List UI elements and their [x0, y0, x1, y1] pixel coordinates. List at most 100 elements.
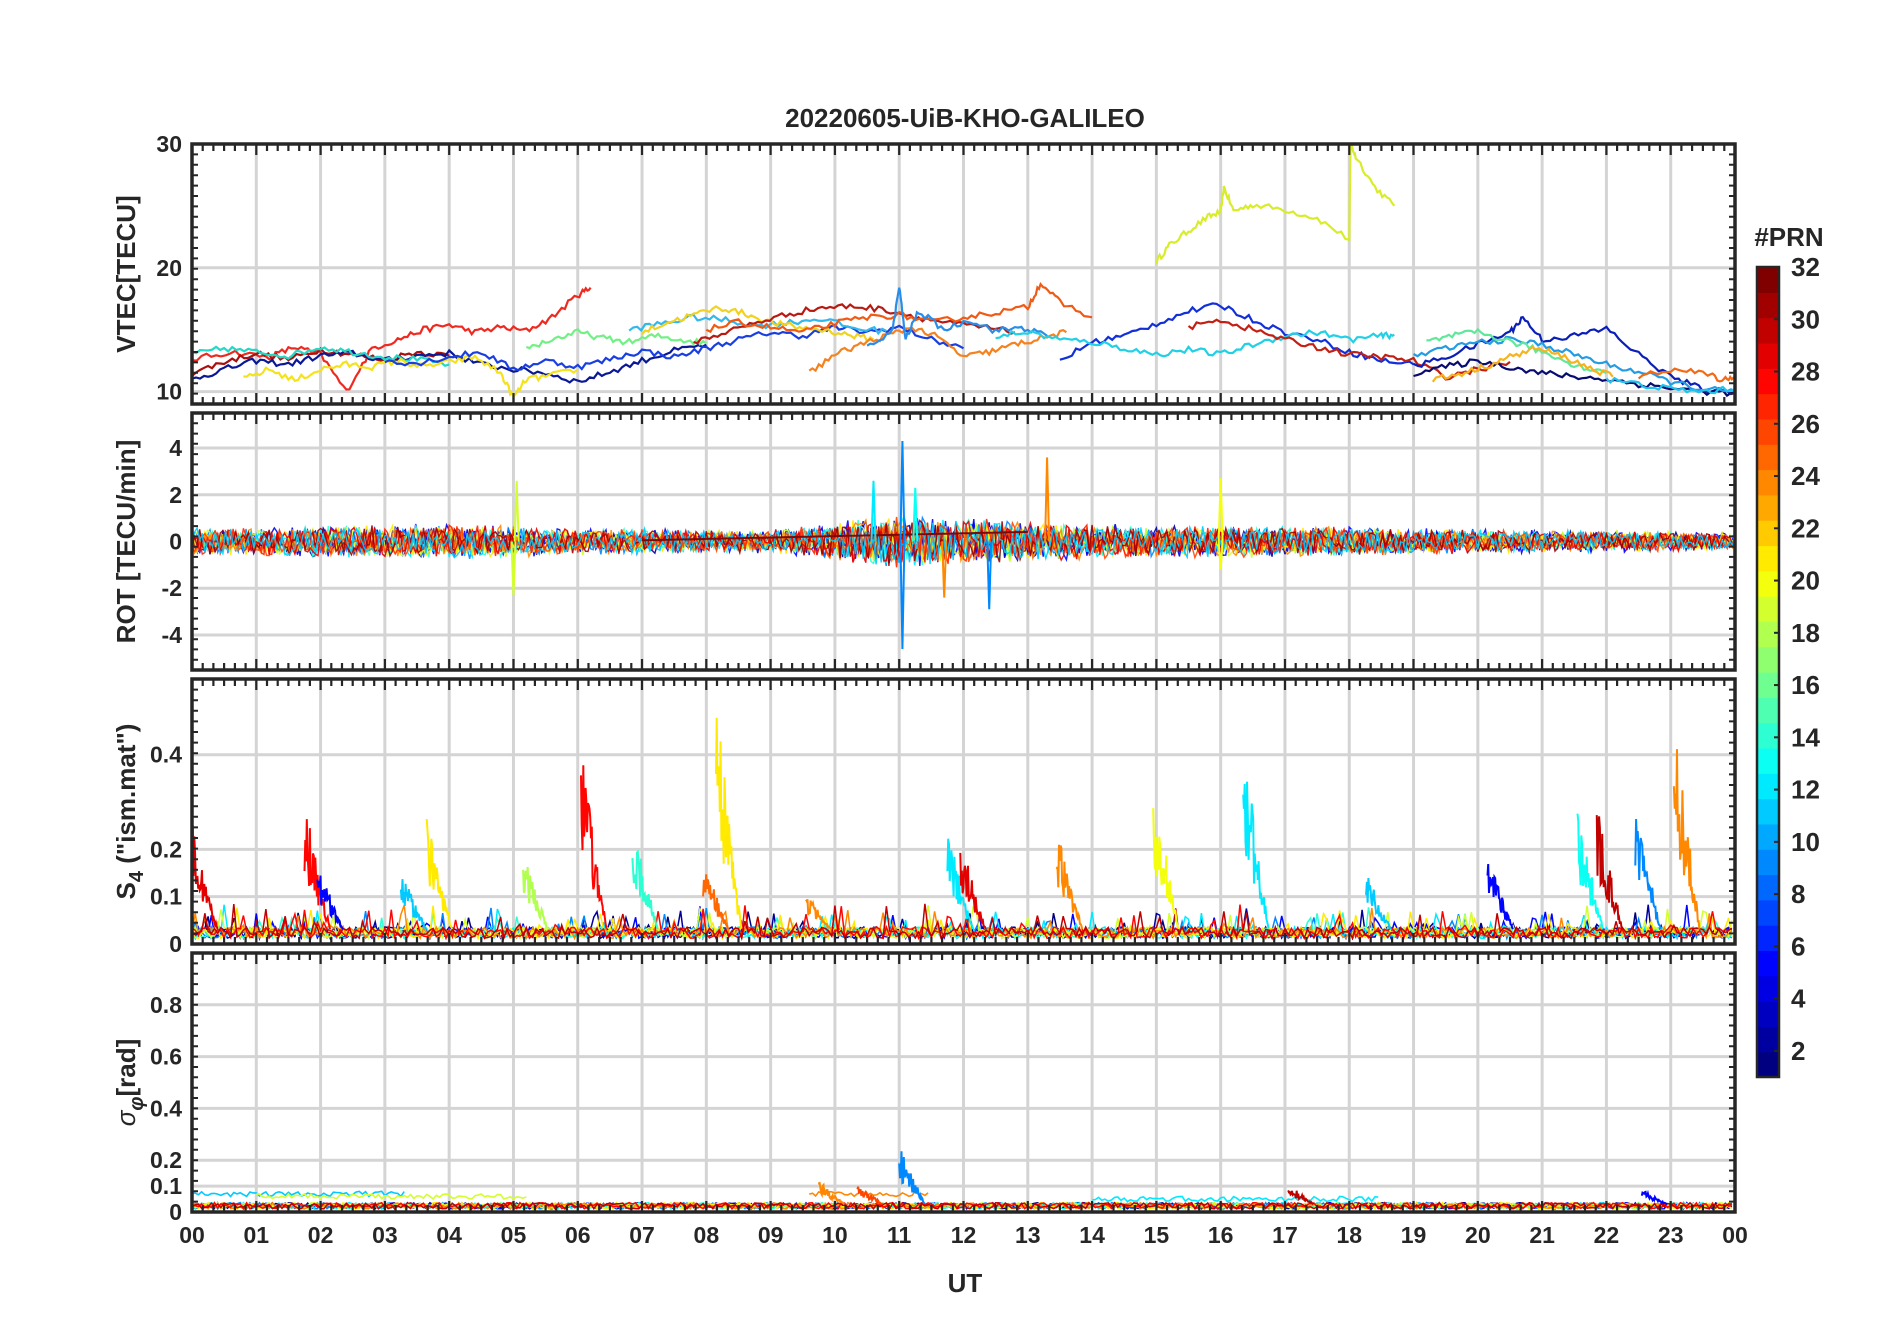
x-tick-label: 14: [1079, 1222, 1105, 1248]
colorbar-swatch: [1757, 570, 1779, 597]
colorbar-swatch: [1757, 444, 1779, 471]
x-tick-label: 19: [1401, 1222, 1427, 1248]
vtec-series-prn-27: [192, 286, 592, 391]
x-tick-label: 22: [1594, 1222, 1620, 1248]
y-minor-ticks-vtec: [192, 143, 1735, 405]
x-tick-label: 17: [1272, 1222, 1298, 1248]
y-axis-label-vtec: VTEC[TECU]: [111, 195, 141, 352]
colorbar-tick-label: 6: [1791, 931, 1805, 961]
colorbar-swatch: [1757, 494, 1779, 521]
rot-spike: [986, 541, 993, 610]
s4-series-prn-28: [192, 904, 1733, 941]
s4-spike: [715, 717, 743, 929]
x-tick-label: 09: [758, 1222, 784, 1248]
vtec-series-prn-14: [192, 345, 450, 368]
colorbar-tick-label: 4: [1791, 984, 1806, 1014]
series-s4: [192, 717, 1733, 942]
x-tick-label: 05: [501, 1222, 527, 1248]
s4-spike: [316, 875, 344, 930]
series-vtec: [192, 144, 1735, 399]
colorbar-swatch: [1757, 621, 1779, 648]
colorbar-swatch: [1757, 317, 1779, 344]
x-ticks-sigma: [190, 953, 1737, 1212]
colorbar-swatch: [1757, 368, 1779, 395]
figure-title: 20220605-UiB-KHO-GALILEO: [785, 103, 1145, 133]
colorbar-tick-label: 10: [1791, 827, 1820, 857]
colorbar-swatch: [1757, 1026, 1779, 1053]
x-tick-label: 16: [1208, 1222, 1234, 1248]
ylabel-main: σ: [111, 1109, 141, 1126]
vtec-series-prn-11: [995, 329, 1395, 358]
colorbar-swatch: [1757, 722, 1779, 749]
colorbar-frame: [1755, 265, 1781, 1079]
x-tick-label: 01: [243, 1222, 269, 1248]
vtec-series-prn-9: [866, 287, 1048, 347]
x-ticks-vtec: [190, 144, 1737, 404]
colorbar-tick-label: 32: [1791, 252, 1820, 282]
y-tick-label: 2: [169, 482, 182, 508]
x-tick-label: 03: [372, 1222, 398, 1248]
panel-vtec: 10 20 30 VTEC[TECU]: [111, 131, 1737, 406]
ylabel-rest: [rad]: [111, 1039, 141, 1097]
panel-s4: 00.10.20.4S4 ("ism.mat"): [111, 677, 1737, 957]
x-tick-label: 13: [1015, 1222, 1041, 1248]
vtec-series-prn-10: [1412, 335, 1735, 393]
vtec-series-prn-22: [1431, 345, 1614, 383]
x-tick-label: 18: [1336, 1222, 1362, 1248]
rot-series-prn-11: [192, 520, 1735, 565]
s4-spike: [1672, 749, 1701, 929]
y-minor-ticks-sigma: [192, 952, 1735, 1213]
y-tick-label: 20: [156, 255, 182, 281]
colorbar-swatch: [1757, 925, 1779, 952]
colorbar-swatch: [1757, 672, 1779, 698]
colorbar-tick-label: 8: [1791, 879, 1805, 909]
colorbar-tick-label: 26: [1791, 409, 1820, 439]
rot-spike: [1044, 457, 1051, 542]
y-tick-label: 0.4: [150, 742, 182, 768]
y-tick-label: 4: [169, 435, 182, 461]
colorbar-tick-label: 28: [1791, 357, 1820, 387]
x-tick-label: 04: [436, 1222, 462, 1248]
x-tick-label: 02: [308, 1222, 334, 1248]
x-tick-label: 23: [1658, 1222, 1684, 1248]
x-ticks-rot: [190, 413, 1737, 670]
colorbar-swatch: [1757, 342, 1779, 369]
y-tick-label: 0: [169, 1199, 182, 1225]
panel-sigma: 00.10.20.40.60.8σφ[rad]: [111, 951, 1737, 1225]
rot-spike: [1217, 478, 1224, 542]
colorbar-tick-label: 14: [1791, 722, 1820, 752]
colorbar-swatch: [1757, 520, 1779, 547]
colorbar-tick-label: 20: [1791, 566, 1820, 596]
colorbar-swatch: [1757, 1001, 1779, 1027]
ylabel-rest: ("ism.mat"): [111, 724, 141, 871]
colorbar-tick-label: 2: [1791, 1036, 1805, 1066]
s4-spike: [1152, 808, 1180, 930]
vtec-series-prn-12: [1605, 376, 1735, 395]
vtec-series-prn-25: [1637, 367, 1735, 383]
x-tick-label: 11: [887, 1222, 912, 1248]
s4-spike: [399, 879, 428, 931]
vtec-series-prn-5: [1059, 302, 1415, 366]
colorbar-tick-label: 30: [1791, 304, 1820, 334]
colorbar-swatch: [1757, 950, 1779, 977]
s4-spike: [425, 819, 454, 930]
rot-spike: [1217, 541, 1224, 570]
x-ticks-s4: [190, 679, 1737, 944]
colorbar-swatch: [1757, 292, 1779, 319]
s4-spike: [946, 838, 974, 930]
colorbar-swatch: [1757, 545, 1779, 572]
colorbar-tick-label: 22: [1791, 513, 1820, 543]
y-tick-label: 0.6: [150, 1044, 182, 1070]
x-tick-label: 00: [179, 1222, 205, 1248]
x-tick-label: 06: [565, 1222, 591, 1248]
vtec-series-prn-16: [525, 328, 707, 350]
rot-spike: [941, 541, 948, 598]
colorbar-swatch: [1757, 899, 1779, 926]
y-tick-label: 0: [169, 931, 182, 957]
colorbar-tick-label: 12: [1791, 775, 1820, 805]
colorbar-swatch: [1757, 697, 1779, 724]
y-minor-ticks-rot: [192, 412, 1735, 671]
y-axis-label-sigma: σφ[rad]: [111, 1039, 148, 1127]
ylabel-subscript: φ: [126, 1097, 148, 1111]
